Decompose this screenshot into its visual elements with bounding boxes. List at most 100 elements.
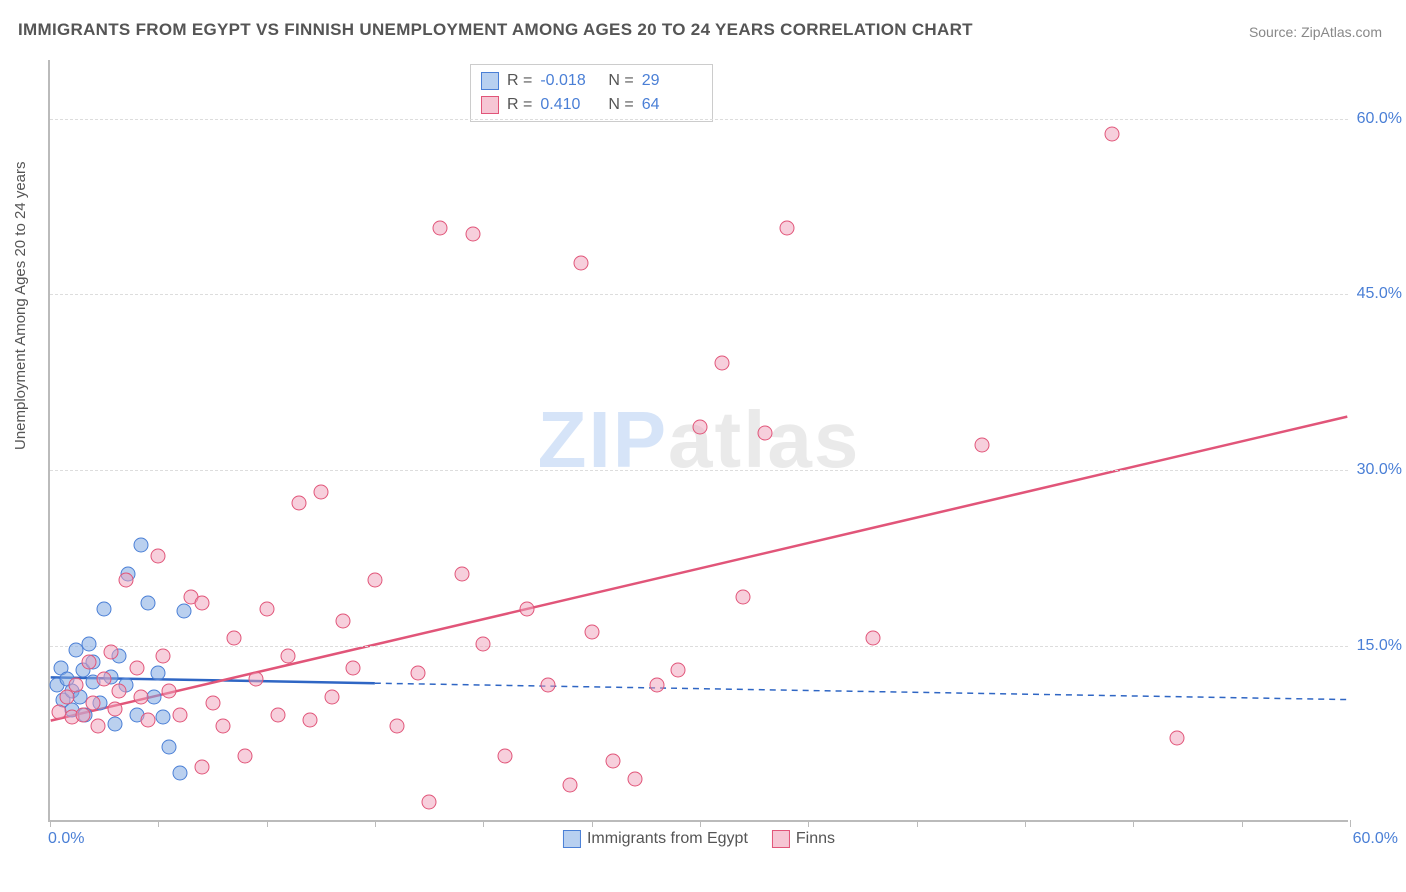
- scatter-point-finns: [628, 771, 643, 786]
- scatter-point-finns: [779, 221, 794, 236]
- legend-item: Finns: [772, 830, 835, 848]
- scatter-point-finns: [103, 645, 118, 660]
- x-tick: [50, 820, 51, 827]
- scatter-point-finns: [324, 689, 339, 704]
- source-attribution: Source: ZipAtlas.com: [1249, 24, 1382, 40]
- scatter-point-finns: [422, 795, 437, 810]
- stat-n-value: 64: [642, 93, 696, 117]
- gridline: [50, 646, 1348, 647]
- scatter-point-finns: [1104, 127, 1119, 142]
- scatter-point-finns: [346, 660, 361, 675]
- stat-r-label: R =: [507, 69, 532, 93]
- scatter-point-egypt: [140, 596, 155, 611]
- scatter-point-finns: [974, 437, 989, 452]
- chart-title: IMMIGRANTS FROM EGYPT VS FINNISH UNEMPLO…: [18, 20, 973, 40]
- stat-r-label: R =: [507, 93, 532, 117]
- scatter-point-finns: [69, 678, 84, 693]
- x-tick: [483, 820, 484, 827]
- watermark: ZIPatlas: [538, 394, 861, 486]
- scatter-point-finns: [194, 760, 209, 775]
- scatter-point-finns: [671, 662, 686, 677]
- scatter-point-finns: [465, 226, 480, 241]
- correlation-stats-box: R = -0.018 N = 29 R = 0.410 N = 64: [470, 64, 713, 122]
- x-tick: [267, 820, 268, 827]
- scatter-point-finns: [389, 719, 404, 734]
- scatter-point-finns: [259, 602, 274, 617]
- stats-swatch: [481, 96, 499, 114]
- x-tick: [1025, 820, 1026, 827]
- stat-n-label: N =: [608, 69, 633, 93]
- scatter-point-finns: [866, 631, 881, 646]
- stats-row: R = -0.018 N = 29: [481, 69, 702, 93]
- scatter-point-egypt: [134, 537, 149, 552]
- x-tick: [158, 820, 159, 827]
- stat-r-value: 0.410: [540, 93, 594, 117]
- scatter-point-egypt: [147, 689, 162, 704]
- stat-r-value: -0.018: [540, 69, 594, 93]
- scatter-point-finns: [129, 660, 144, 675]
- scatter-point-finns: [248, 672, 263, 687]
- x-axis-end-label: 60.0%: [1353, 830, 1398, 848]
- x-tick: [808, 820, 809, 827]
- gridline: [50, 294, 1348, 295]
- scatter-point-finns: [303, 713, 318, 728]
- y-tick-label: 30.0%: [1357, 461, 1402, 479]
- scatter-point-finns: [649, 678, 664, 693]
- trend-extrapolation-egypt: [375, 683, 1347, 699]
- scatter-point-finns: [118, 572, 133, 587]
- gridline: [50, 119, 1348, 120]
- scatter-point-finns: [162, 684, 177, 699]
- y-tick-label: 45.0%: [1357, 285, 1402, 303]
- scatter-point-finns: [292, 496, 307, 511]
- stat-n-label: N =: [608, 93, 633, 117]
- gridline: [50, 470, 1348, 471]
- scatter-point-finns: [563, 777, 578, 792]
- scatter-point-finns: [270, 707, 285, 722]
- legend-item: Immigrants from Egypt: [563, 830, 748, 848]
- legend-label: Immigrants from Egypt: [587, 830, 748, 848]
- x-tick: [1350, 820, 1351, 827]
- y-axis-label: Unemployment Among Ages 20 to 24 years: [12, 161, 29, 450]
- scatter-point-finns: [90, 719, 105, 734]
- scatter-point-finns: [194, 596, 209, 611]
- scatter-point-finns: [82, 654, 97, 669]
- scatter-point-finns: [476, 637, 491, 652]
- y-tick-label: 60.0%: [1357, 110, 1402, 128]
- scatter-point-finns: [498, 748, 513, 763]
- stat-n-value: 29: [642, 69, 696, 93]
- scatter-point-egypt: [155, 709, 170, 724]
- scatter-point-finns: [368, 572, 383, 587]
- scatter-point-finns: [97, 672, 112, 687]
- scatter-point-finns: [216, 719, 231, 734]
- scatter-point-finns: [433, 221, 448, 236]
- scatter-point-egypt: [82, 637, 97, 652]
- scatter-point-finns: [736, 590, 751, 605]
- scatter-point-egypt: [151, 666, 166, 681]
- scatter-point-finns: [541, 678, 556, 693]
- scatter-point-finns: [112, 684, 127, 699]
- x-tick: [1133, 820, 1134, 827]
- stats-swatch: [481, 72, 499, 90]
- scatter-point-egypt: [108, 716, 123, 731]
- scatter-point-finns: [714, 355, 729, 370]
- scatter-point-finns: [584, 625, 599, 640]
- scatter-point-finns: [335, 613, 350, 628]
- scatter-point-finns: [519, 602, 534, 617]
- x-axis-start-label: 0.0%: [48, 830, 84, 848]
- x-tick: [1242, 820, 1243, 827]
- x-tick: [917, 820, 918, 827]
- scatter-point-egypt: [173, 766, 188, 781]
- trend-lines-layer: [50, 60, 1348, 820]
- chart-legend: Immigrants from Egypt Finns: [563, 830, 835, 848]
- scatter-point-finns: [606, 754, 621, 769]
- scatter-point-finns: [140, 713, 155, 728]
- scatter-point-finns: [758, 426, 773, 441]
- scatter-point-finns: [313, 484, 328, 499]
- legend-swatch: [563, 830, 581, 848]
- scatter-point-finns: [151, 549, 166, 564]
- scatter-point-finns: [108, 701, 123, 716]
- scatter-point-egypt: [97, 602, 112, 617]
- legend-label: Finns: [796, 830, 835, 848]
- scatter-point-finns: [1169, 730, 1184, 745]
- scatter-point-finns: [227, 631, 242, 646]
